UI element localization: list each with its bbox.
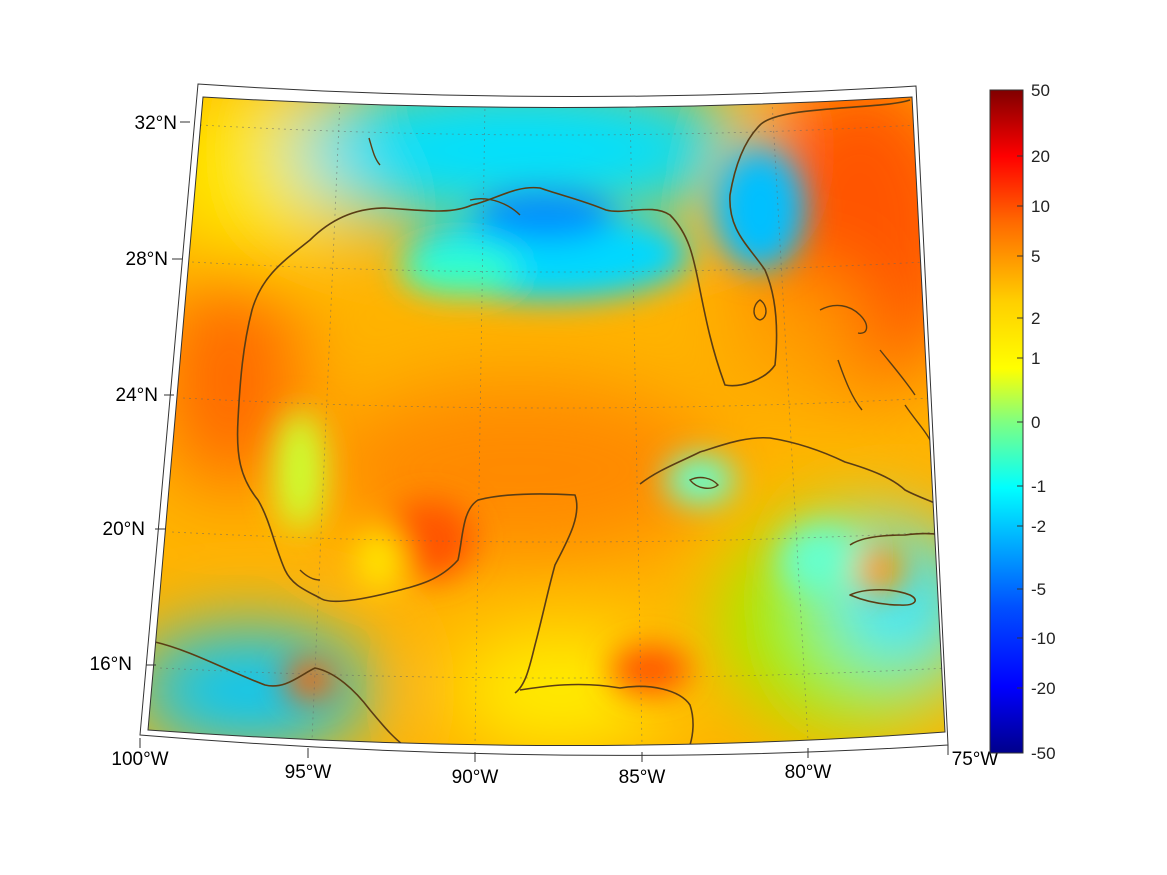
colorbar-label-5: 5 xyxy=(1031,247,1040,266)
lon-label-85w: 85°W xyxy=(619,767,666,788)
map-frame xyxy=(139,83,949,756)
tick-marks xyxy=(139,121,949,762)
lon-label-100w: 100°W xyxy=(111,749,168,770)
colorbar-label-neg50: -50 xyxy=(1031,744,1056,763)
lon-label-95w: 95°W xyxy=(285,762,332,783)
latitude-labels: 32°N 28°N 24°N 20°N 16°N xyxy=(90,113,177,675)
colorbar-ticks xyxy=(1017,89,1023,754)
colorbar-label-1: 1 xyxy=(1031,349,1040,368)
colorbar-label-neg10: -10 xyxy=(1031,629,1056,648)
coastlines xyxy=(154,99,945,746)
anomaly-field xyxy=(148,97,945,746)
colorbar-label-50: 50 xyxy=(1031,81,1050,100)
colorbar-label-neg1: -1 xyxy=(1031,477,1046,496)
lon-label-75w: 75°W xyxy=(952,749,999,770)
lon-label-80w: 80°W xyxy=(785,762,832,783)
colorbar-label-neg2: -2 xyxy=(1031,517,1046,536)
colorbar-label-10: 10 xyxy=(1031,197,1050,216)
colorbar-label-0: 0 xyxy=(1031,413,1040,432)
lat-label-32n: 32°N xyxy=(135,113,177,134)
lat-label-24n: 24°N xyxy=(116,385,158,406)
longitude-labels: 100°W 95°W 90°W 85°W 80°W 75°W xyxy=(111,749,998,788)
colorbar-label-20: 20 xyxy=(1031,147,1050,166)
colorbar-label-neg5: -5 xyxy=(1031,580,1046,599)
map-border xyxy=(147,96,946,747)
lon-label-90w: 90°W xyxy=(452,767,499,788)
colorbar-label-neg20: -20 xyxy=(1031,679,1056,698)
lat-label-16n: 16°N xyxy=(90,654,132,675)
lat-label-20n: 20°N xyxy=(103,519,145,540)
colorbar-label-2: 2 xyxy=(1031,309,1040,328)
lat-label-28n: 28°N xyxy=(126,249,168,270)
graticule xyxy=(159,99,945,746)
colorbar: 50 20 10 5 2 1 0 -1 -2 -5 -10 -20 -50 xyxy=(989,81,1056,763)
